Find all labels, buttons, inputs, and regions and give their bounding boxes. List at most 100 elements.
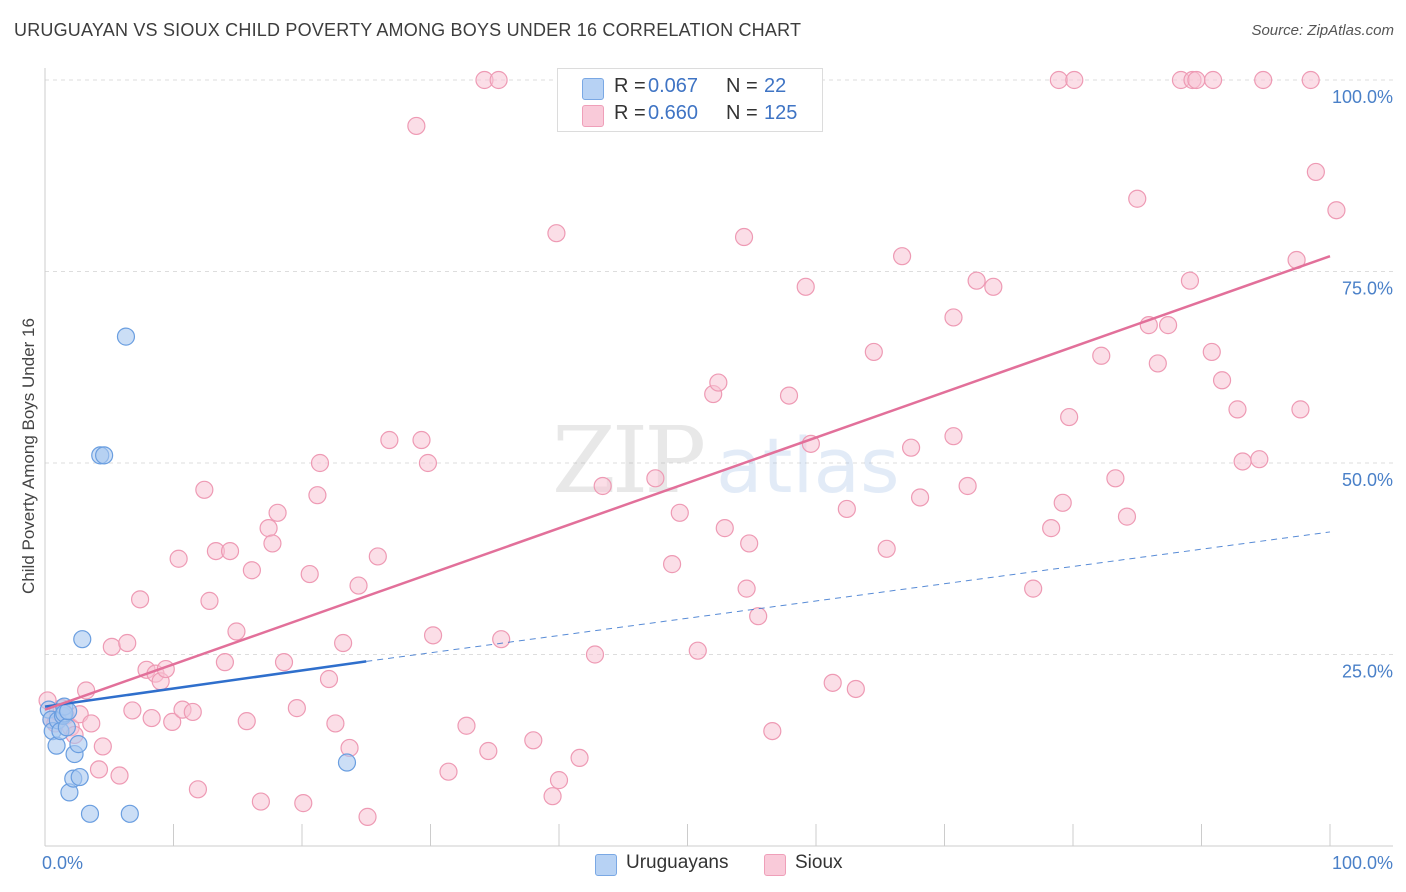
legend-swatch-uruguayans	[582, 78, 604, 100]
legend-swatch-sioux	[582, 105, 604, 127]
y-axis-label: Child Poverty Among Boys Under 16	[19, 318, 38, 594]
sioux-point	[169, 549, 188, 568]
uruguayans-point	[69, 735, 88, 754]
sioux-point	[1291, 400, 1310, 419]
sioux-point	[864, 342, 883, 362]
bottom-legend-swatch-sioux	[764, 854, 786, 876]
sioux-point	[984, 277, 1003, 296]
sioux-point	[380, 430, 399, 450]
sioux-point	[1202, 342, 1221, 362]
uruguayans-point	[80, 804, 100, 823]
sioux-point	[1180, 271, 1200, 290]
sioux-point	[123, 701, 142, 720]
axis-layer	[44, 68, 1393, 847]
sioux-point	[1024, 579, 1043, 598]
legend-r-value: 0.067	[648, 75, 699, 97]
uruguayans-point	[120, 804, 139, 823]
trend-layer	[44, 255, 1331, 711]
sioux-point	[646, 469, 665, 488]
sioux-point	[418, 453, 438, 473]
y-tick-labels: 25.0% 50.0% 75.0% 100.0%	[1332, 87, 1393, 682]
sioux-point	[489, 70, 508, 90]
y-tick-label: 75.0%	[1342, 279, 1393, 299]
sioux-point	[877, 539, 896, 558]
sioux-point	[300, 564, 319, 584]
sioux-point	[662, 555, 682, 574]
sioux-point	[944, 427, 963, 446]
legend-r-label: R =	[614, 75, 646, 97]
sioux-point	[118, 633, 137, 653]
sioux-point	[1053, 493, 1072, 512]
points-layer	[38, 70, 1346, 826]
y-tick-label: 50.0%	[1342, 470, 1393, 490]
sioux-point	[1049, 70, 1068, 90]
bottom-legend-label-sioux: Sioux	[795, 852, 843, 873]
sioux-point	[195, 480, 214, 499]
x-tick-label-max: 100.0%	[1332, 853, 1393, 873]
bottom-legend-label-uruguayans: Uruguayans	[626, 852, 729, 873]
watermark-zip: ZIP	[552, 407, 703, 514]
uruguayans-point	[57, 718, 76, 737]
sioux-point	[593, 476, 612, 496]
legend: R = 0.067 N = 22 R = 0.660 N = 125	[557, 68, 823, 132]
y-tick-label: 100.0%	[1332, 87, 1393, 107]
sioux-point	[1306, 162, 1325, 182]
sioux-point	[585, 645, 605, 664]
sioux-point	[492, 630, 511, 649]
sioux-point	[310, 453, 330, 473]
sioux-point	[200, 591, 219, 610]
sioux-point	[1117, 507, 1137, 526]
sioux-point	[734, 227, 754, 247]
sioux-point	[349, 576, 368, 595]
legend-n-value: 125	[764, 102, 798, 124]
bottom-legend: Uruguayans Sioux	[0, 852, 1406, 880]
sioux-point	[737, 579, 756, 598]
sioux-point	[1092, 346, 1111, 365]
legend-row-uruguayans: R = 0.067 N = 22	[558, 75, 822, 101]
sioux-point	[227, 622, 246, 641]
sioux-point	[439, 762, 458, 781]
sioux-point	[457, 716, 476, 735]
sioux-point	[308, 486, 327, 505]
sioux-point	[294, 794, 313, 813]
sioux-point	[846, 679, 865, 699]
sioux-point	[1148, 354, 1167, 373]
sioux-point	[670, 503, 689, 522]
sioux-point	[1250, 450, 1269, 469]
sioux-point	[263, 534, 282, 553]
sioux-point	[268, 503, 287, 522]
sioux-point	[1212, 371, 1232, 390]
sioux-point	[215, 653, 234, 672]
uruguayans-trend-line	[44, 660, 367, 708]
sioux-point	[326, 714, 345, 733]
sioux-point	[944, 308, 963, 327]
watermark: ZIP atlas	[552, 407, 900, 514]
sioux-point	[1203, 70, 1223, 90]
legend-n-label: N =	[726, 75, 758, 97]
sioux-trend-line	[44, 255, 1331, 711]
sioux-point	[910, 488, 930, 507]
legend-n-value: 22	[764, 75, 787, 97]
sioux-point	[740, 534, 759, 553]
sioux-point	[259, 519, 278, 538]
sioux-point	[287, 699, 306, 718]
sioux-point	[368, 547, 387, 566]
x-tick-label-min: 0.0%	[42, 853, 83, 873]
sioux-point	[1158, 316, 1178, 335]
sioux-point	[93, 737, 112, 756]
y-tick-label: 25.0%	[1342, 662, 1393, 682]
sioux-point	[407, 116, 426, 136]
sioux-point	[1254, 70, 1273, 90]
sioux-point	[779, 386, 799, 405]
legend-row-sioux: R = 0.660 N = 125	[558, 102, 822, 128]
watermark-atlas: atlas	[716, 421, 900, 510]
sioux-point	[823, 673, 842, 692]
sioux-point	[709, 373, 728, 392]
source-label: Source: ZipAtlas.com	[1251, 22, 1394, 39]
grid-layer	[45, 79, 1393, 655]
sioux-point	[749, 607, 768, 626]
sioux-point	[1128, 189, 1147, 208]
sioux-point	[1042, 519, 1061, 538]
sioux-point	[1187, 70, 1206, 90]
legend-r-value: 0.660	[648, 102, 699, 124]
